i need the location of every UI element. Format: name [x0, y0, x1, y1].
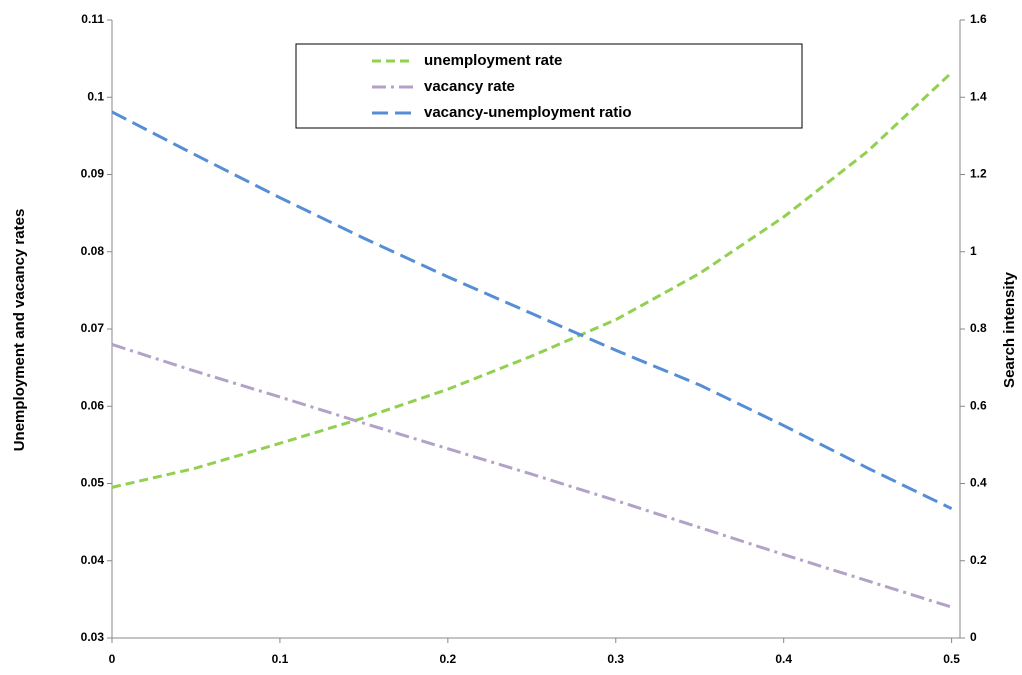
- y2-tick-label: 1.2: [970, 167, 987, 181]
- y2-tick-label: 0.6: [970, 398, 987, 412]
- series-line: [111, 343, 953, 609]
- y-tick-label: 0.08: [81, 244, 105, 258]
- y2-tick-label: 1.6: [970, 12, 987, 26]
- y-tick-label: 0.11: [81, 12, 104, 26]
- y-tick-label: 0.05: [81, 476, 105, 490]
- y-tick-label: 0.04: [81, 553, 105, 567]
- x-tick-label: 0.3: [607, 652, 624, 666]
- y-tick-label: 0.09: [81, 167, 105, 181]
- y2-tick-label: 1: [970, 244, 977, 258]
- series-line: [111, 71, 953, 489]
- y2-axis-title: Search intensity: [1001, 271, 1018, 388]
- y-tick-label: 0.03: [81, 630, 105, 644]
- series-line: [111, 110, 953, 510]
- x-tick-label: 0: [109, 652, 116, 666]
- y2-tick-label: 1.4: [970, 89, 987, 103]
- y-tick-label: 0.07: [81, 321, 105, 335]
- y-axis-title: Unemployment and vacancy rates: [11, 209, 28, 452]
- x-tick-label: 0.5: [943, 652, 960, 666]
- legend-label: unemployment rate: [424, 52, 562, 69]
- x-tick-label: 0.1: [272, 652, 289, 666]
- legend-label: vacancy-unemployment ratio: [424, 104, 632, 121]
- y-tick-label: 0.06: [81, 398, 105, 412]
- y2-tick-label: 0: [970, 630, 977, 644]
- x-tick-label: 0.4: [775, 652, 792, 666]
- y2-tick-label: 0.4: [970, 476, 987, 490]
- y-tick-label: 0.1: [87, 89, 104, 103]
- legend-label: vacancy rate: [424, 78, 515, 95]
- y2-tick-label: 0.8: [970, 321, 987, 335]
- x-tick-label: 0.2: [439, 652, 456, 666]
- y2-tick-label: 0.2: [970, 553, 987, 567]
